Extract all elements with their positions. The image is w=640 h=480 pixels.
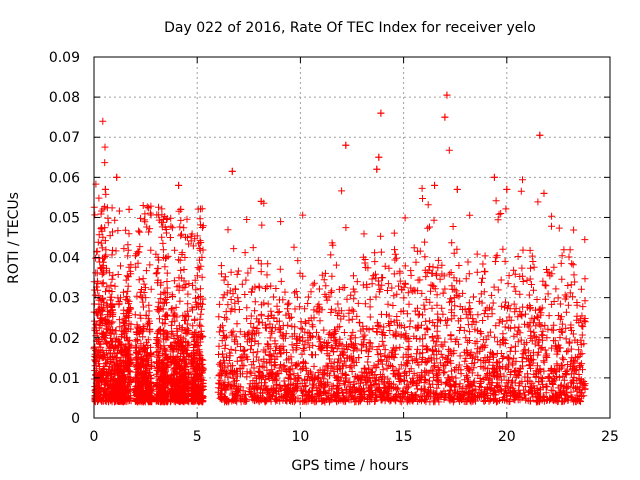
outlier-point bbox=[101, 185, 109, 193]
plot-frame bbox=[93, 56, 611, 419]
outlier-point bbox=[453, 185, 461, 193]
outlier-point bbox=[443, 91, 451, 99]
y-tick-label: 0.08 bbox=[49, 90, 80, 106]
y-tick-label: 0.04 bbox=[49, 251, 80, 267]
y-tick-label: 0 bbox=[71, 411, 80, 427]
axis-ticks bbox=[93, 56, 611, 419]
outlier-point bbox=[503, 185, 511, 193]
x-axis-label: GPS time / hours bbox=[291, 458, 408, 474]
outlier-point bbox=[257, 197, 265, 205]
x-tick-label: 15 bbox=[395, 429, 413, 445]
scatter-plus-markers bbox=[90, 91, 589, 406]
chart-title: Day 022 of 2016, Rate Of TEC Index for r… bbox=[164, 20, 536, 36]
x-tick-label: 10 bbox=[291, 429, 309, 445]
y-tick-label: 0.05 bbox=[49, 210, 80, 226]
y-tick-label: 0.06 bbox=[49, 170, 80, 186]
y-tick-label: 0.03 bbox=[49, 291, 80, 307]
x-tick-labels: 0 5 10 15 20 25 bbox=[90, 429, 619, 445]
outlier-point bbox=[125, 205, 133, 213]
x-tick-label: 0 bbox=[90, 429, 99, 445]
outlier-point bbox=[373, 165, 381, 173]
outlier-point bbox=[536, 131, 544, 139]
outlier-point bbox=[377, 109, 385, 117]
outlier-point bbox=[342, 141, 350, 149]
outlier-point bbox=[375, 153, 383, 161]
x-tick-label: 20 bbox=[498, 429, 516, 445]
outlier-point bbox=[441, 113, 449, 121]
y-tick-label: 0.09 bbox=[49, 50, 80, 66]
x-tick-label: 5 bbox=[193, 429, 202, 445]
x-tick-label: 25 bbox=[601, 429, 619, 445]
outlier-point bbox=[166, 234, 174, 241]
y-tick-labels: 0 0.01 0.02 0.03 0.04 0.05 0.06 0.07 0.08 0.09 bbox=[49, 50, 80, 427]
y-tick-label: 0.02 bbox=[49, 331, 80, 347]
y-axis-label: ROTI / TECUs bbox=[6, 192, 22, 284]
outlier-point bbox=[540, 189, 548, 197]
outlier-point bbox=[228, 167, 236, 175]
outlier-point bbox=[490, 173, 498, 181]
outlier-point bbox=[113, 173, 121, 181]
outlier-point bbox=[177, 205, 185, 213]
data-points bbox=[90, 91, 589, 406]
outlier-point bbox=[175, 181, 183, 189]
y-tick-label: 0.01 bbox=[49, 371, 80, 387]
outlier-point bbox=[431, 181, 439, 189]
y-tick-label: 0.07 bbox=[49, 130, 80, 146]
